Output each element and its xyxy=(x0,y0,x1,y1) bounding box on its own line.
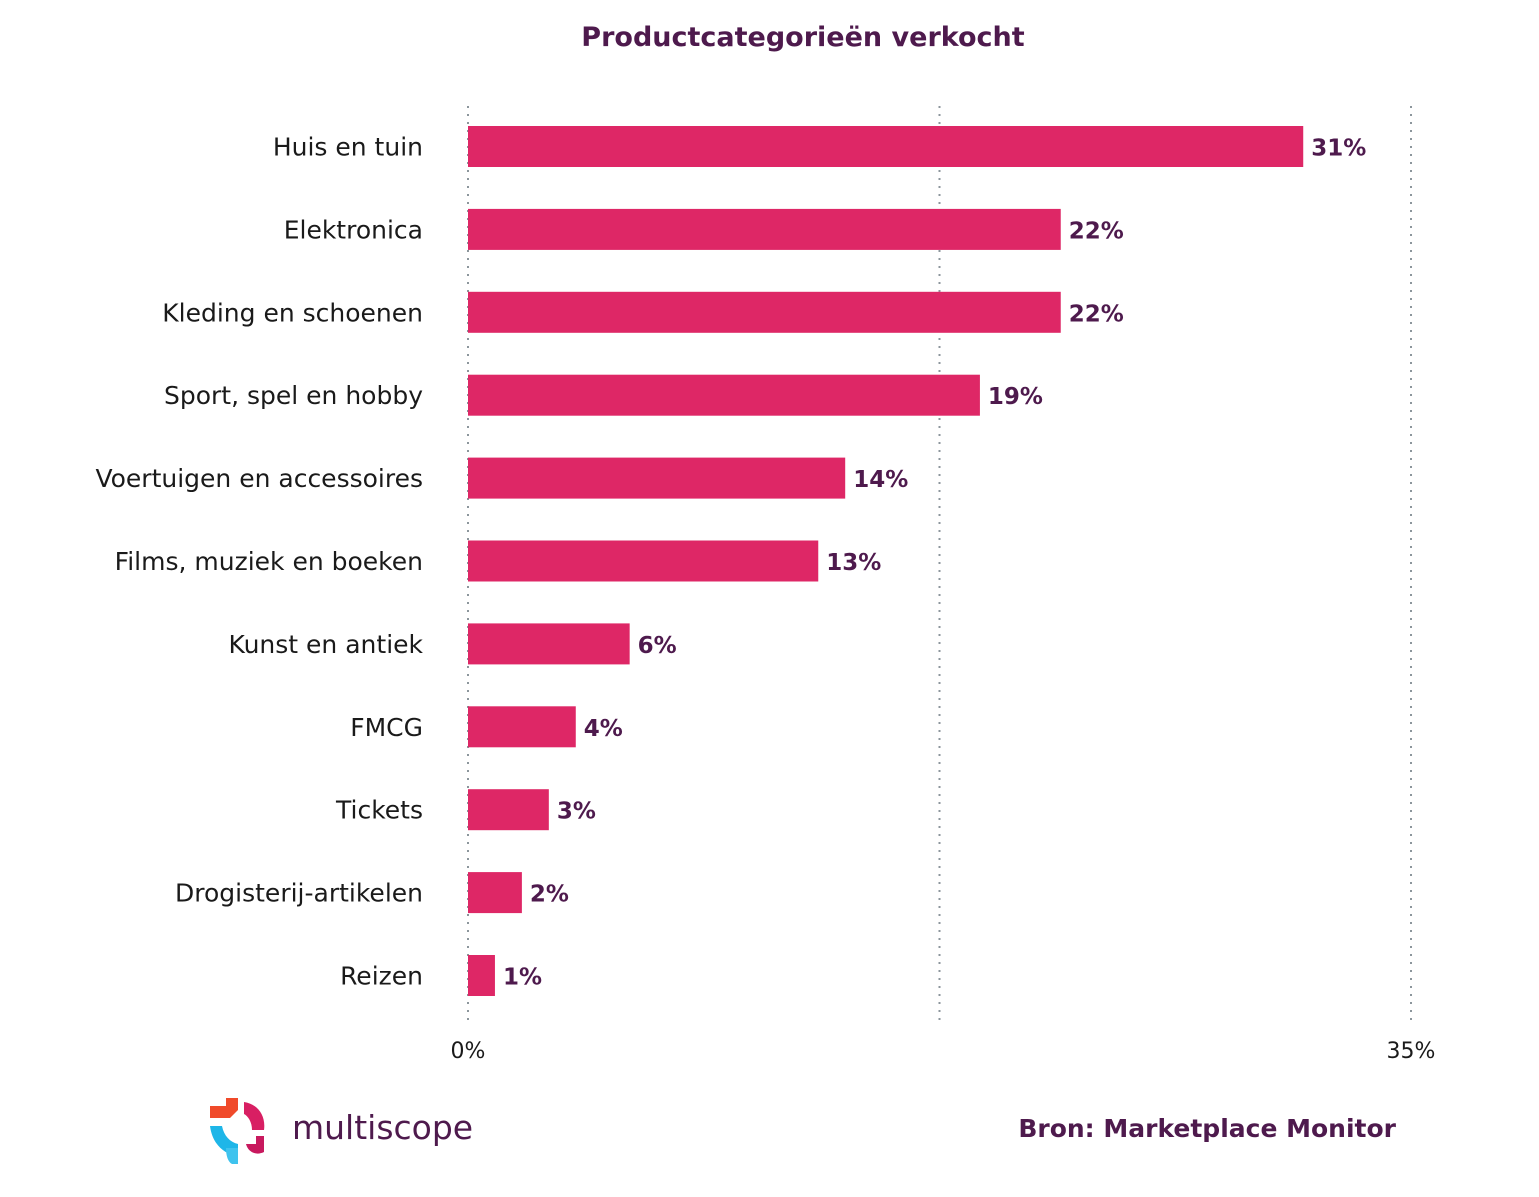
bar-10 xyxy=(468,872,522,914)
bar-1 xyxy=(468,126,1304,167)
value-label-6: 13% xyxy=(826,550,881,576)
category-label-1: Huis en tuin xyxy=(273,133,423,162)
category-label-2: Elektronica xyxy=(284,215,423,244)
category-label-11: Reizen xyxy=(340,962,423,991)
value-label-4: 19% xyxy=(988,384,1043,410)
category-label-10: Drogisterij-artikelen xyxy=(175,879,423,908)
value-label-5: 14% xyxy=(853,467,908,493)
category-label-8: FMCG xyxy=(350,713,423,742)
bar-8 xyxy=(468,706,576,748)
multiscope-logo-icon xyxy=(210,1098,265,1164)
category-label-5: Voertuigen en accessoires xyxy=(95,464,423,493)
category-label-3: Kleding en schoenen xyxy=(162,298,423,327)
category-label-7: Kunst en antiek xyxy=(228,630,423,659)
category-label-9: Tickets xyxy=(335,796,423,825)
bar-3 xyxy=(468,291,1061,333)
value-label-8: 4% xyxy=(584,716,623,742)
value-label-11: 1% xyxy=(503,965,542,991)
value-label-2: 22% xyxy=(1069,218,1124,244)
x-tick-label-1: 35% xyxy=(1387,1039,1436,1064)
category-label-6: Films, muziek en boeken xyxy=(115,547,423,576)
value-label-1: 31% xyxy=(1311,136,1366,162)
bar-7 xyxy=(468,623,630,665)
bar-4 xyxy=(468,374,980,416)
value-label-7: 6% xyxy=(638,633,677,659)
value-label-9: 3% xyxy=(557,799,596,825)
bar-9 xyxy=(468,789,549,831)
multiscope-logo: multiscope xyxy=(208,1095,473,1167)
source-note: Bron: Marketplace Monitor xyxy=(1018,1114,1396,1143)
logo-text: multiscope xyxy=(292,1107,474,1147)
bar-5 xyxy=(468,457,846,499)
x-tick-label-0: 0% xyxy=(451,1039,486,1064)
value-label-10: 2% xyxy=(530,882,569,908)
value-label-3: 22% xyxy=(1069,301,1124,327)
bar-2 xyxy=(468,208,1061,250)
chart-title: Productcategorieën verkocht xyxy=(581,22,1025,53)
category-label-4: Sport, spel en hobby xyxy=(164,381,423,410)
bar-11 xyxy=(468,955,495,996)
bar-6 xyxy=(468,540,819,582)
